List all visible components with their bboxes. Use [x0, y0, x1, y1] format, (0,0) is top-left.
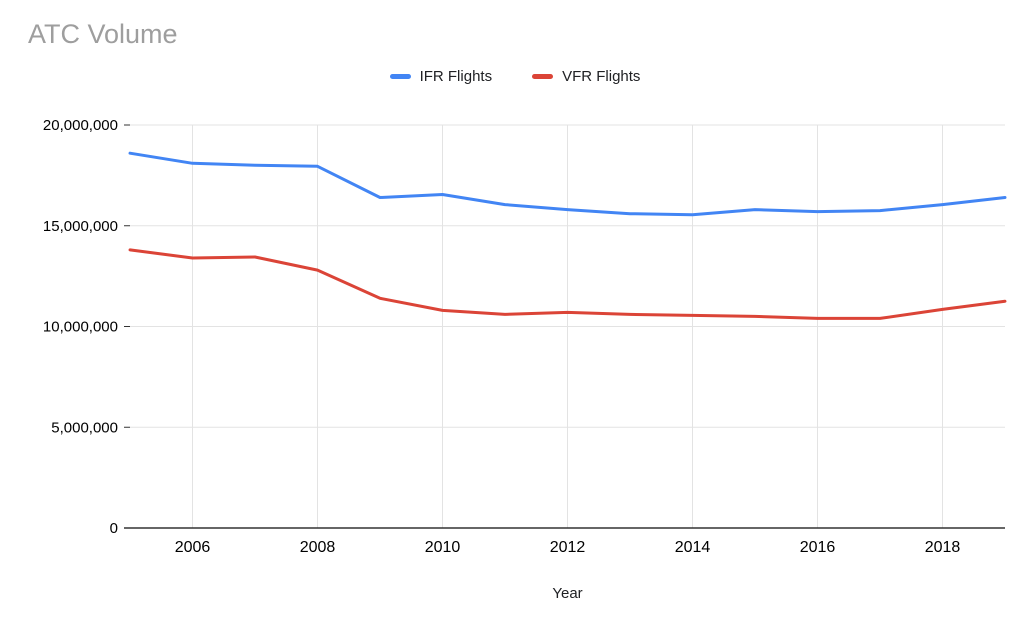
legend-label-ifr: IFR Flights — [419, 68, 493, 85]
x-tick-label: 2016 — [800, 539, 836, 556]
x-tick-label: 2014 — [675, 539, 711, 556]
chart-legend: IFR Flights VFR Flights — [0, 68, 1030, 85]
chart-title: ATC Volume — [28, 19, 178, 49]
y-tick-label: 5,000,000 — [51, 419, 118, 436]
y-tick-label: 0 — [110, 520, 118, 537]
legend-label-vfr: VFR Flights — [562, 68, 641, 85]
x-axis-title: Year — [552, 585, 583, 602]
x-tick-label: 2018 — [925, 539, 961, 556]
x-tick-label: 2008 — [300, 539, 336, 556]
legend-swatch-vfr-icon — [532, 74, 554, 79]
legend-item-ifr: IFR Flights — [389, 68, 493, 85]
series-line-ifr — [128, 151, 1007, 217]
x-tick-label: 2012 — [550, 539, 586, 556]
series-line-vfr — [128, 248, 1007, 320]
legend-item-vfr: VFR Flights — [532, 68, 640, 85]
x-tick-label: 2010 — [425, 539, 461, 556]
y-tick-label: 20,000,000 — [43, 117, 118, 134]
x-tick-label: 2006 — [175, 539, 211, 556]
y-tick-label: 15,000,000 — [43, 218, 118, 235]
y-tick-label: 10,000,000 — [43, 319, 118, 336]
legend-swatch-ifr-icon — [389, 74, 411, 79]
